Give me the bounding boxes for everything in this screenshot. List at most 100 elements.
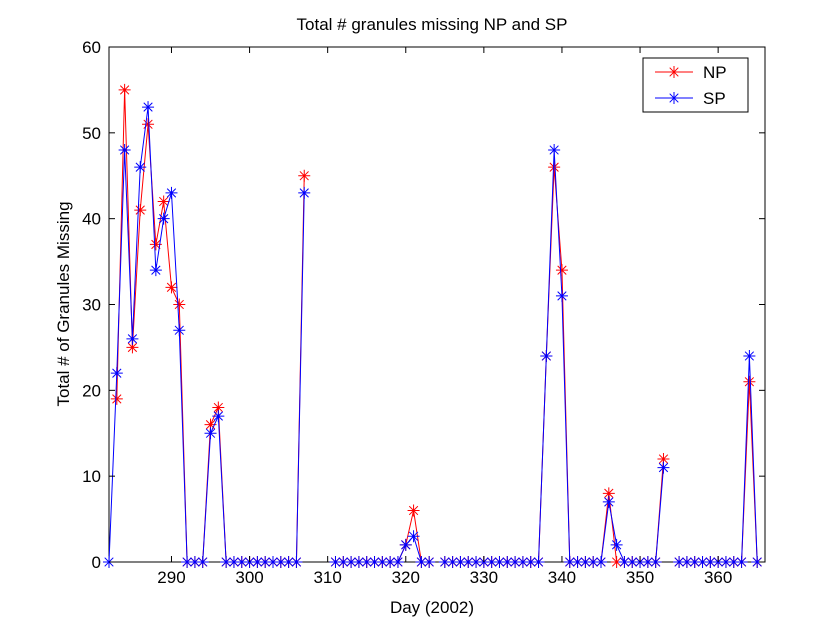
- data-point-sp: [173, 324, 186, 337]
- x-tick-label: 360: [704, 568, 732, 587]
- data-point-sp: [345, 556, 358, 568]
- data-point-sp: [727, 556, 740, 568]
- data-point-sp: [610, 538, 623, 551]
- data-point-sp: [165, 186, 178, 199]
- data-point-sp: [352, 556, 365, 568]
- y-tick-label: 50: [82, 124, 101, 143]
- data-point-sp: [555, 289, 568, 302]
- data-point-np: [134, 204, 147, 217]
- data-point-sp: [602, 495, 615, 508]
- data-point-sp: [399, 538, 412, 551]
- plot-area: [108, 46, 766, 563]
- y-axis-label: Total # of Granules Missing: [54, 201, 73, 406]
- data-point-sp: [438, 556, 451, 568]
- data-point-sp: [587, 556, 600, 568]
- data-point-np: [657, 453, 670, 465]
- data-point-np: [126, 341, 139, 354]
- legend-sp-label: SP: [703, 89, 726, 108]
- legend: NP SP: [642, 57, 749, 113]
- data-point-np: [173, 298, 186, 311]
- data-point-np: [157, 195, 170, 208]
- data-point-np: [610, 556, 623, 568]
- data-point-sp: [259, 556, 272, 568]
- data-point-sp: [493, 556, 506, 568]
- data-point-np: [743, 375, 756, 388]
- data-point-np: [165, 281, 178, 294]
- data-point-sp: [337, 556, 350, 568]
- data-point-sp: [680, 556, 693, 568]
- x-tick-label: 290: [157, 568, 185, 587]
- data-point-sp: [649, 556, 662, 568]
- data-point-sp: [126, 332, 139, 345]
- y-tick-label: 40: [82, 210, 101, 229]
- data-point-np: [204, 418, 217, 431]
- data-point-sp: [376, 556, 389, 568]
- data-point-sp: [368, 556, 381, 568]
- data-point-sp: [626, 556, 639, 568]
- data-point-sp: [509, 556, 522, 568]
- legend-np-label: NP: [703, 63, 727, 82]
- data-point-sp: [384, 556, 397, 568]
- data-point-np: [110, 392, 123, 405]
- data-point-np: [602, 487, 615, 500]
- data-point-sp: [696, 556, 709, 568]
- data-point-np: [407, 504, 420, 517]
- legend-sp-marker: [668, 92, 680, 104]
- data-point-sp: [181, 556, 194, 568]
- data-point-sp: [220, 556, 233, 568]
- data-point-sp: [532, 556, 545, 568]
- data-point-sp: [204, 427, 217, 440]
- x-tick-label: 340: [548, 568, 576, 587]
- x-tick-label: 300: [235, 568, 263, 587]
- data-point-sp: [735, 556, 748, 568]
- data-point-sp: [391, 556, 404, 568]
- data-point-sp: [462, 556, 475, 568]
- data-point-sp: [188, 556, 201, 568]
- data-point-sp: [251, 556, 264, 568]
- data-point-sp: [157, 212, 170, 225]
- x-tick-label: 350: [626, 568, 654, 587]
- data-point-sp: [110, 367, 123, 380]
- y-tick-label: 30: [82, 296, 101, 315]
- data-point-np: [118, 83, 131, 96]
- data-point-sp: [134, 161, 147, 174]
- x-axis-label: Day (2002): [390, 598, 474, 617]
- y-tick-label: 10: [82, 467, 101, 486]
- data-point-sp: [524, 556, 537, 568]
- x-tick-label: 330: [470, 568, 498, 587]
- data-point-sp: [415, 556, 428, 568]
- data-point-sp: [235, 556, 248, 568]
- data-point-np: [149, 238, 162, 251]
- data-point-sp: [196, 556, 209, 568]
- data-point-sp: [212, 410, 225, 423]
- data-point-sp: [423, 556, 436, 568]
- data-point-np: [548, 161, 561, 174]
- legend-np-marker: [668, 66, 680, 78]
- data-point-sp: [548, 144, 561, 156]
- data-point-np: [142, 118, 155, 131]
- y-tick-label: 0: [92, 553, 101, 572]
- data-point-sp: [641, 556, 654, 568]
- data-point-sp: [563, 556, 576, 568]
- data-point-sp: [501, 556, 514, 568]
- data-point-sp: [142, 101, 155, 114]
- legend-box: [642, 57, 749, 113]
- data-point-sp: [118, 144, 131, 156]
- data-point-sp: [290, 556, 303, 568]
- data-point-sp: [282, 556, 295, 568]
- data-point-np: [212, 401, 225, 414]
- y-tick-label: 20: [82, 381, 101, 400]
- data-point-sp: [267, 556, 279, 568]
- data-point-np: [298, 169, 311, 182]
- data-point-sp: [516, 556, 529, 568]
- data-point-sp: [407, 530, 420, 543]
- data-point-sp: [298, 186, 311, 199]
- data-point-sp: [618, 556, 631, 568]
- data-point-sp: [227, 556, 240, 568]
- data-point-sp: [743, 350, 756, 362]
- data-point-sp: [571, 556, 584, 568]
- data-point-sp: [446, 556, 459, 568]
- data-point-sp: [673, 556, 686, 568]
- data-point-sp: [540, 350, 553, 362]
